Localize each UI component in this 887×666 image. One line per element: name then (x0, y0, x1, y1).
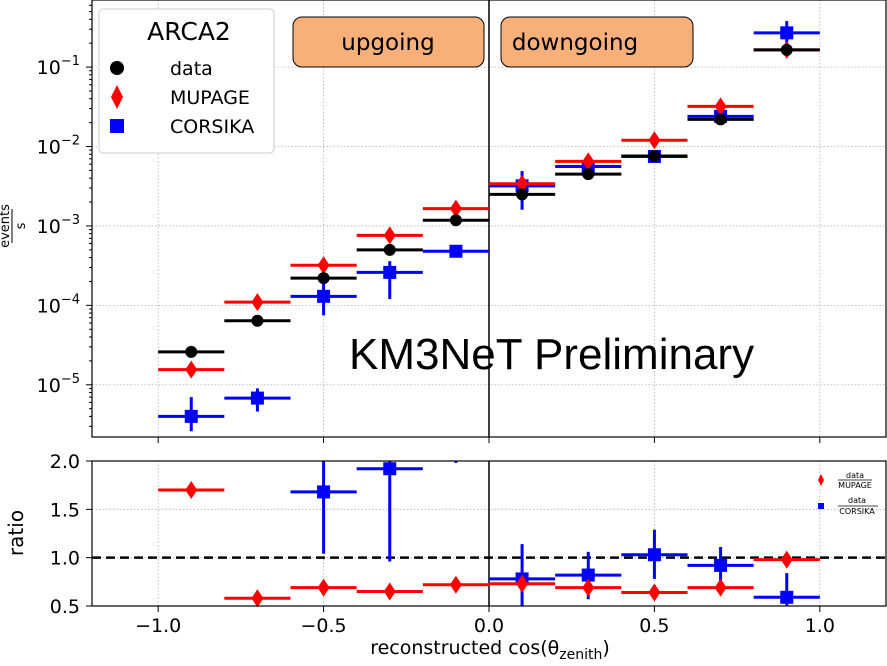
top-mupage-point (185, 360, 198, 379)
legend-data-marker (110, 61, 124, 75)
x-axis-label-end: ) (602, 637, 609, 659)
bottom-data-mupage-point (714, 578, 727, 597)
top-y-tick-label: 10−5 (37, 372, 80, 397)
top-mupage-point (516, 174, 529, 193)
bottom-y-tick-label: 1.0 (50, 548, 80, 570)
top-corsika-point (184, 409, 198, 423)
bottom-y-tick-label: 2.0 (50, 451, 80, 473)
top-mupage-point (582, 152, 595, 171)
top-data-point (516, 188, 529, 201)
downgoing-label-box: downgoing (500, 16, 694, 68)
bottom-data-mupage-point (516, 574, 529, 593)
top-corsika-point (317, 289, 331, 303)
top-data-marks (158, 21, 820, 432)
bottom-data-corsika-point (714, 558, 728, 572)
legend-data-label: data (170, 58, 213, 80)
top-data-point (383, 243, 396, 256)
top-data-point (714, 113, 727, 126)
legend-ratio-mupage-num: data (846, 471, 864, 480)
top-corsika-point (780, 26, 794, 40)
upgoing-box (292, 16, 485, 68)
top-panel: 10−5 10−4 10−3 10−2 10−1 events s upgoing do… (0, 0, 887, 443)
bottom-data-corsika-point (780, 590, 794, 604)
top-y-tick-label: 10−4 (37, 292, 80, 317)
top-plot-frame (91, 0, 887, 438)
bottom-ticks: −1.0 −0.5 0.0 0.5 1.0 0.5 1.0 1.5 2.0 (50, 451, 835, 637)
top-legend: ARCA2 data MUPAGE CORSIKA (98, 8, 275, 154)
bottom-plot-frame (91, 460, 887, 607)
top-y-ticks: 10−5 10−4 10−3 10−2 10−1 (37, 4, 821, 443)
top-data-point (251, 314, 264, 327)
downgoing-box (500, 16, 694, 68)
upgoing-text: upgoing (341, 30, 434, 56)
top-data-point (582, 168, 595, 181)
top-mupage-point (317, 256, 330, 275)
legend-corsika-marker (110, 119, 124, 133)
top-mupage-point (449, 199, 462, 218)
top-data-point (648, 149, 661, 162)
x-tick-label: 1.0 (805, 615, 835, 637)
x-tick-label: 0.0 (474, 615, 504, 637)
bottom-data-marks (158, 461, 820, 608)
top-y-tick-label: 10−1 (37, 54, 80, 79)
bottom-data-mupage-point (383, 582, 396, 601)
top-corsika-point (449, 244, 463, 258)
x-tick-label: 0.5 (639, 615, 669, 637)
bottom-data-corsika-point (581, 568, 595, 582)
top-corsika-point (250, 391, 264, 405)
downgoing-text: downgoing (512, 30, 638, 56)
legend-ratio-corsika-den: CORSIKA (839, 507, 875, 516)
legend-frame (98, 8, 275, 154)
bottom-data-mupage-point (185, 481, 198, 499)
bottom-data-corsika-point (383, 462, 397, 476)
bottom-data-corsika-point (647, 548, 661, 562)
legend-ratio-mupage-den: MUPAGE (838, 481, 872, 490)
bottom-y-tick-label: 1.5 (50, 499, 80, 521)
legend-ratio-corsika-num: data (848, 496, 866, 505)
bottom-data-mupage-point (582, 578, 595, 597)
legend-ratio-mupage-marker (818, 474, 824, 486)
bottom-legend: data MUPAGE data CORSIKA (818, 471, 878, 516)
x-axis-label: reconstructed cos(θzenith) (370, 637, 610, 663)
bottom-data-mupage-point (251, 589, 264, 608)
bottom-data-mupage-point (780, 550, 793, 569)
top-data-point (449, 214, 462, 227)
top-data-point (780, 43, 793, 56)
bottom-y-tick-label: 0.5 (50, 596, 80, 618)
y-label-numerator: events (0, 204, 13, 248)
legend-corsika-label: CORSIKA (170, 116, 254, 138)
bottom-data-mupage-point (648, 583, 661, 602)
y-label-denominator: s (14, 222, 29, 229)
top-y-tick-label: 10−2 (37, 134, 80, 159)
top-data-point (185, 345, 198, 358)
bottom-data-corsika-point (317, 485, 331, 499)
top-y-tick-label: 10−3 (37, 213, 80, 238)
top-data-point (317, 272, 330, 285)
legend-ratio-corsika-marker (818, 503, 824, 509)
watermark-text: KM3NeT Preliminary (349, 330, 754, 379)
top-mupage-point (383, 226, 396, 245)
legend-mupage-label: MUPAGE (170, 87, 250, 109)
bottom-data-mupage-point (449, 575, 462, 594)
legend-title: ARCA2 (147, 17, 231, 46)
ratio-axis-label: ratio (4, 510, 28, 556)
top-mupage-point (648, 131, 661, 150)
x-axis-label-main: reconstructed cos(θ (370, 637, 559, 659)
top-mupage-point (714, 97, 727, 116)
top-mupage-point (251, 293, 264, 312)
bottom-panel: −1.0 −0.5 0.0 0.5 1.0 0.5 1.0 1.5 2.0 ratio reco… (4, 451, 887, 663)
bottom-data-mupage-point (317, 578, 330, 597)
x-tick-label: −1.0 (135, 615, 181, 637)
y-axis-label: events s (0, 204, 29, 248)
top-corsika-point (383, 265, 397, 279)
x-tick-label: −0.5 (301, 615, 347, 637)
x-axis-label-subscript: zenith (559, 647, 602, 663)
upgoing-label-box: upgoing (292, 16, 485, 68)
legend-mupage-marker (111, 85, 123, 109)
